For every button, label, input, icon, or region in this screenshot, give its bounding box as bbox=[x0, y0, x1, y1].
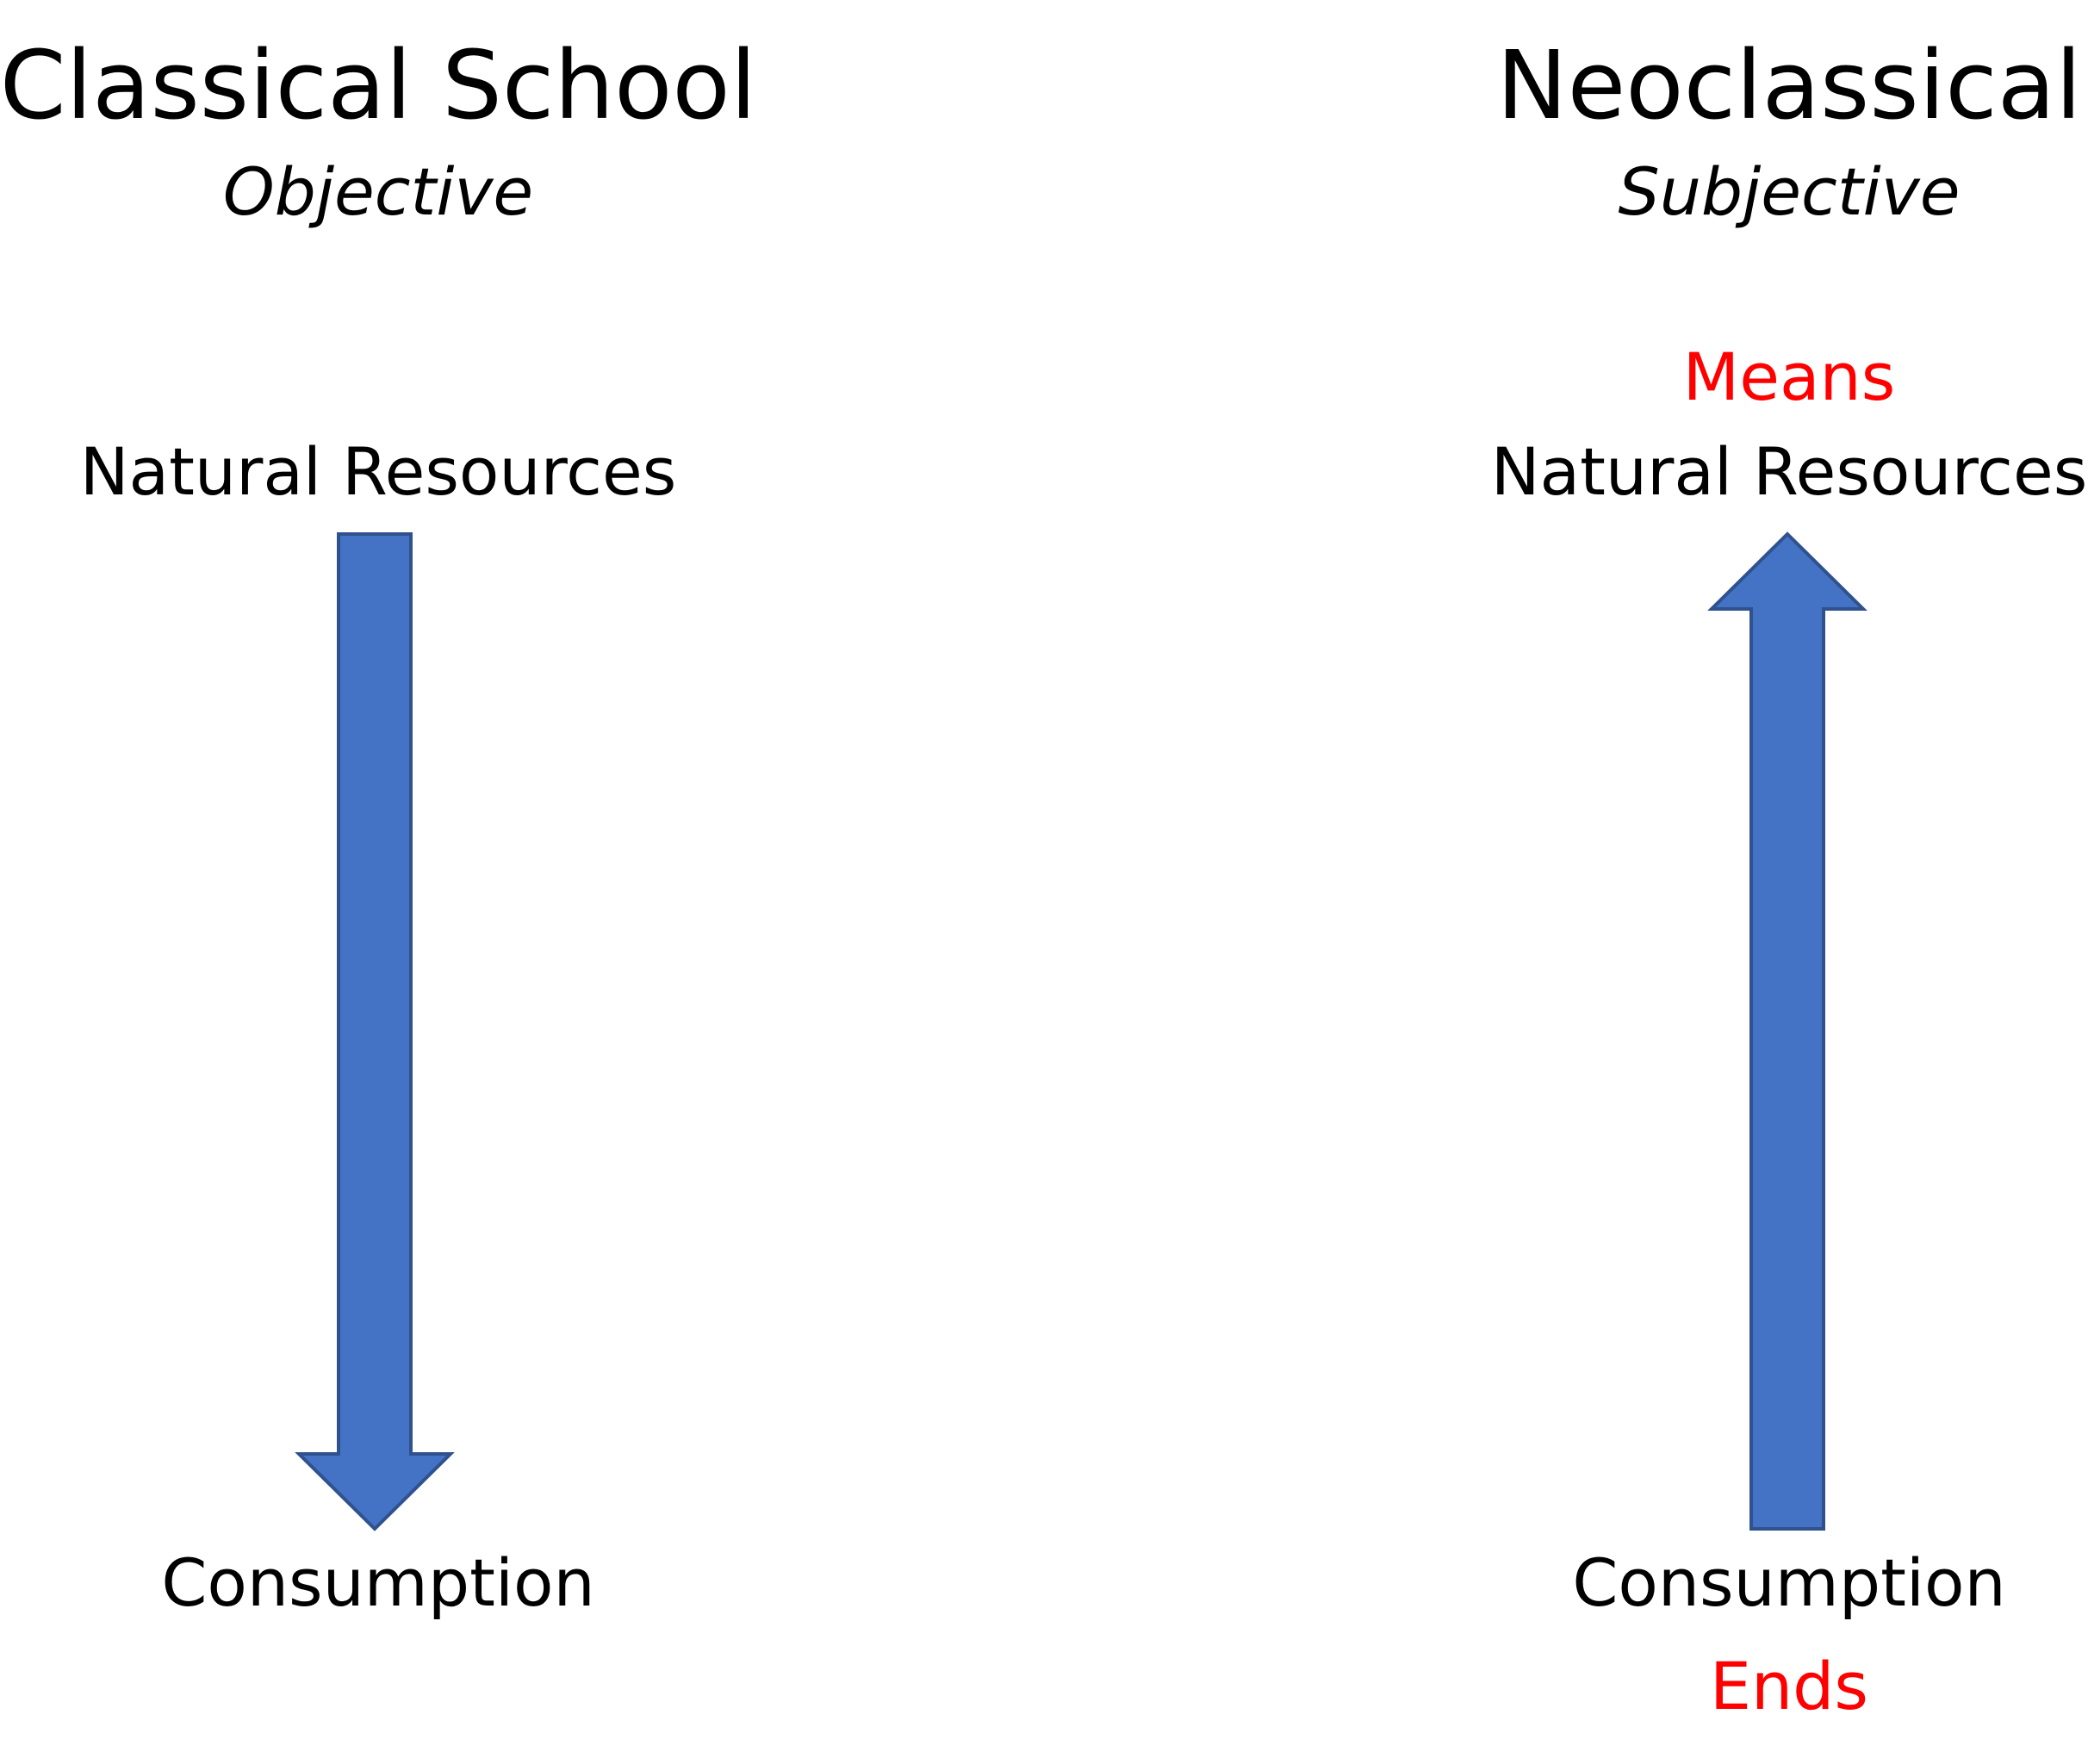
right-natural-resources-label: Natural Resources bbox=[1490, 433, 2088, 510]
objective-subtitle: Objective bbox=[222, 153, 534, 230]
neoclassical-column: Neoclassical Subjective Means Natural Re… bbox=[1401, 0, 2088, 1764]
down-arrow bbox=[295, 532, 455, 1531]
left-natural-resources-label: Natural Resources bbox=[79, 433, 677, 510]
classical-school-title: Classical School bbox=[0, 30, 757, 140]
down-arrow-shape bbox=[295, 532, 455, 1531]
right-consumption-label: Consumption bbox=[1572, 1544, 2006, 1621]
up-arrow bbox=[1707, 531, 1867, 1531]
subjective-subtitle: Subjective bbox=[1618, 153, 1961, 230]
neoclassical-title: Neoclassical bbox=[1496, 30, 2082, 140]
up-arrow-shape bbox=[1707, 531, 1867, 1531]
classical-school-column: Classical School Objective Natural Resou… bbox=[0, 0, 766, 1764]
left-consumption-label: Consumption bbox=[161, 1544, 595, 1621]
means-label: Means bbox=[1682, 339, 1896, 415]
ends-label: Ends bbox=[1709, 1648, 1869, 1724]
